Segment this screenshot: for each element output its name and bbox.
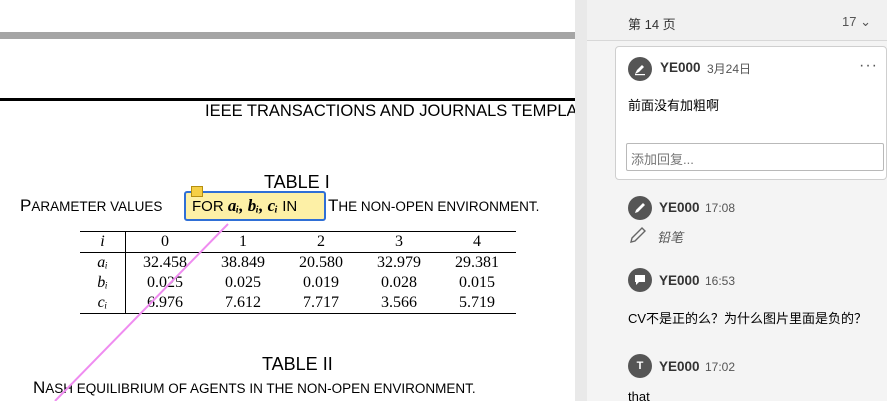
reply-input[interactable]: 添加回复... bbox=[626, 143, 884, 171]
comment-time: 3月24日 bbox=[707, 62, 752, 76]
table-cell: 7.717 bbox=[282, 293, 360, 314]
comment-count: 17 ⌄ bbox=[842, 14, 871, 29]
table-cell: 0.019 bbox=[303, 274, 339, 291]
comment-marker-icon[interactable] bbox=[191, 186, 203, 197]
highlight-annotation[interactable] bbox=[184, 191, 326, 221]
row-label: cᵢ bbox=[80, 293, 126, 314]
table-cell: 38.849 bbox=[221, 254, 265, 271]
table-cell: 3.566 bbox=[360, 293, 438, 314]
comment-time: 16:53 bbox=[705, 274, 736, 288]
table-header-cell: 1 bbox=[204, 231, 282, 253]
comment-author: YE000 bbox=[659, 359, 700, 374]
page-separator bbox=[0, 32, 575, 39]
comment-text: that bbox=[628, 389, 650, 401]
comments-panel: 第 14 页 17 ⌄ YE000 3月24日 ··· 前面没有加粗啊 添加回复… bbox=[587, 0, 887, 401]
comment-text: CV不是正的么？为什么图片里面是负的？ bbox=[628, 311, 868, 326]
table-cell: 5.719 bbox=[438, 293, 516, 314]
table-cell: 0.028 bbox=[381, 274, 417, 291]
table-header-row: i 0 1 2 3 4 bbox=[80, 231, 516, 253]
comment-author: YE000 bbox=[659, 200, 700, 215]
pencil-outline-icon bbox=[630, 227, 646, 243]
table1-caption-start: PARAMETER VALUES bbox=[20, 196, 163, 215]
table-cell: 0.015 bbox=[459, 274, 495, 291]
table2-caption: NASH EQUILIBRIUM OF AGENTS IN THE NON-OP… bbox=[33, 378, 476, 397]
comment-card-selected[interactable]: YE000 3月24日 ··· 前面没有加粗啊 添加回复... bbox=[615, 46, 887, 180]
table-header-cell: 2 bbox=[282, 231, 360, 253]
row-label: aᵢ bbox=[80, 252, 126, 273]
table-cell: 32.979 bbox=[377, 254, 421, 271]
row-label: bᵢ bbox=[80, 273, 126, 293]
scrollbar-gutter[interactable] bbox=[575, 0, 587, 401]
pencil-stroke-annotation[interactable] bbox=[0, 0, 575, 401]
comment-author: YE000 bbox=[660, 60, 701, 75]
document-view[interactable]: IEEE TRANSACTIONS AND JOURNALS TEMPLAT T… bbox=[0, 0, 575, 401]
comment-author: YE000 bbox=[659, 273, 700, 288]
pencil-stroke-line[interactable] bbox=[54, 223, 229, 401]
note-icon bbox=[628, 268, 652, 292]
parameter-table: i 0 1 2 3 4 aᵢ 32.458 38.849 20.580 32.9… bbox=[80, 231, 516, 314]
table-header-cell: 0 bbox=[125, 231, 204, 253]
table-cell: 20.580 bbox=[299, 254, 343, 271]
table-header-cell: i bbox=[80, 231, 126, 253]
comment-text: 前面没有加粗啊 bbox=[628, 98, 720, 113]
table-cell: 32.458 bbox=[143, 254, 187, 271]
text-icon: T bbox=[628, 354, 652, 378]
table2-title: TABLE II bbox=[262, 354, 333, 374]
table-row: bᵢ 0.025 0.025 0.019 0.028 0.015 bbox=[80, 273, 516, 293]
table-cell: 7.612 bbox=[204, 293, 282, 314]
running-header: IEEE TRANSACTIONS AND JOURNALS TEMPLAT bbox=[205, 102, 575, 120]
pencil-icon bbox=[628, 196, 652, 220]
page-label: 第 14 页 bbox=[628, 17, 676, 32]
table-cell: 29.381 bbox=[455, 254, 499, 271]
table-row: cᵢ 6.976 7.612 7.717 3.566 5.719 bbox=[80, 293, 516, 314]
table-cell: 0.025 bbox=[225, 274, 261, 291]
table1-caption-end: THE NON-OPEN ENVIRONMENT. bbox=[328, 196, 540, 215]
table-header-cell: 4 bbox=[438, 231, 516, 253]
highlight-icon bbox=[628, 57, 652, 81]
page-group-header[interactable]: 第 14 页 17 ⌄ bbox=[587, 0, 887, 41]
highlighted-text: FOR aᵢ, bᵢ, cᵢ IN bbox=[192, 196, 298, 215]
header-rule bbox=[0, 98, 575, 101]
comment-time: 17:08 bbox=[705, 201, 736, 215]
table-header-cell: 3 bbox=[360, 231, 438, 253]
table-row: aᵢ 32.458 38.849 20.580 32.979 29.381 bbox=[80, 252, 516, 273]
comment-time: 17:02 bbox=[705, 360, 736, 374]
comment-text: 铅笔 bbox=[657, 230, 684, 245]
more-options-icon[interactable]: ··· bbox=[859, 57, 878, 74]
table1-title: TABLE I bbox=[264, 172, 330, 192]
